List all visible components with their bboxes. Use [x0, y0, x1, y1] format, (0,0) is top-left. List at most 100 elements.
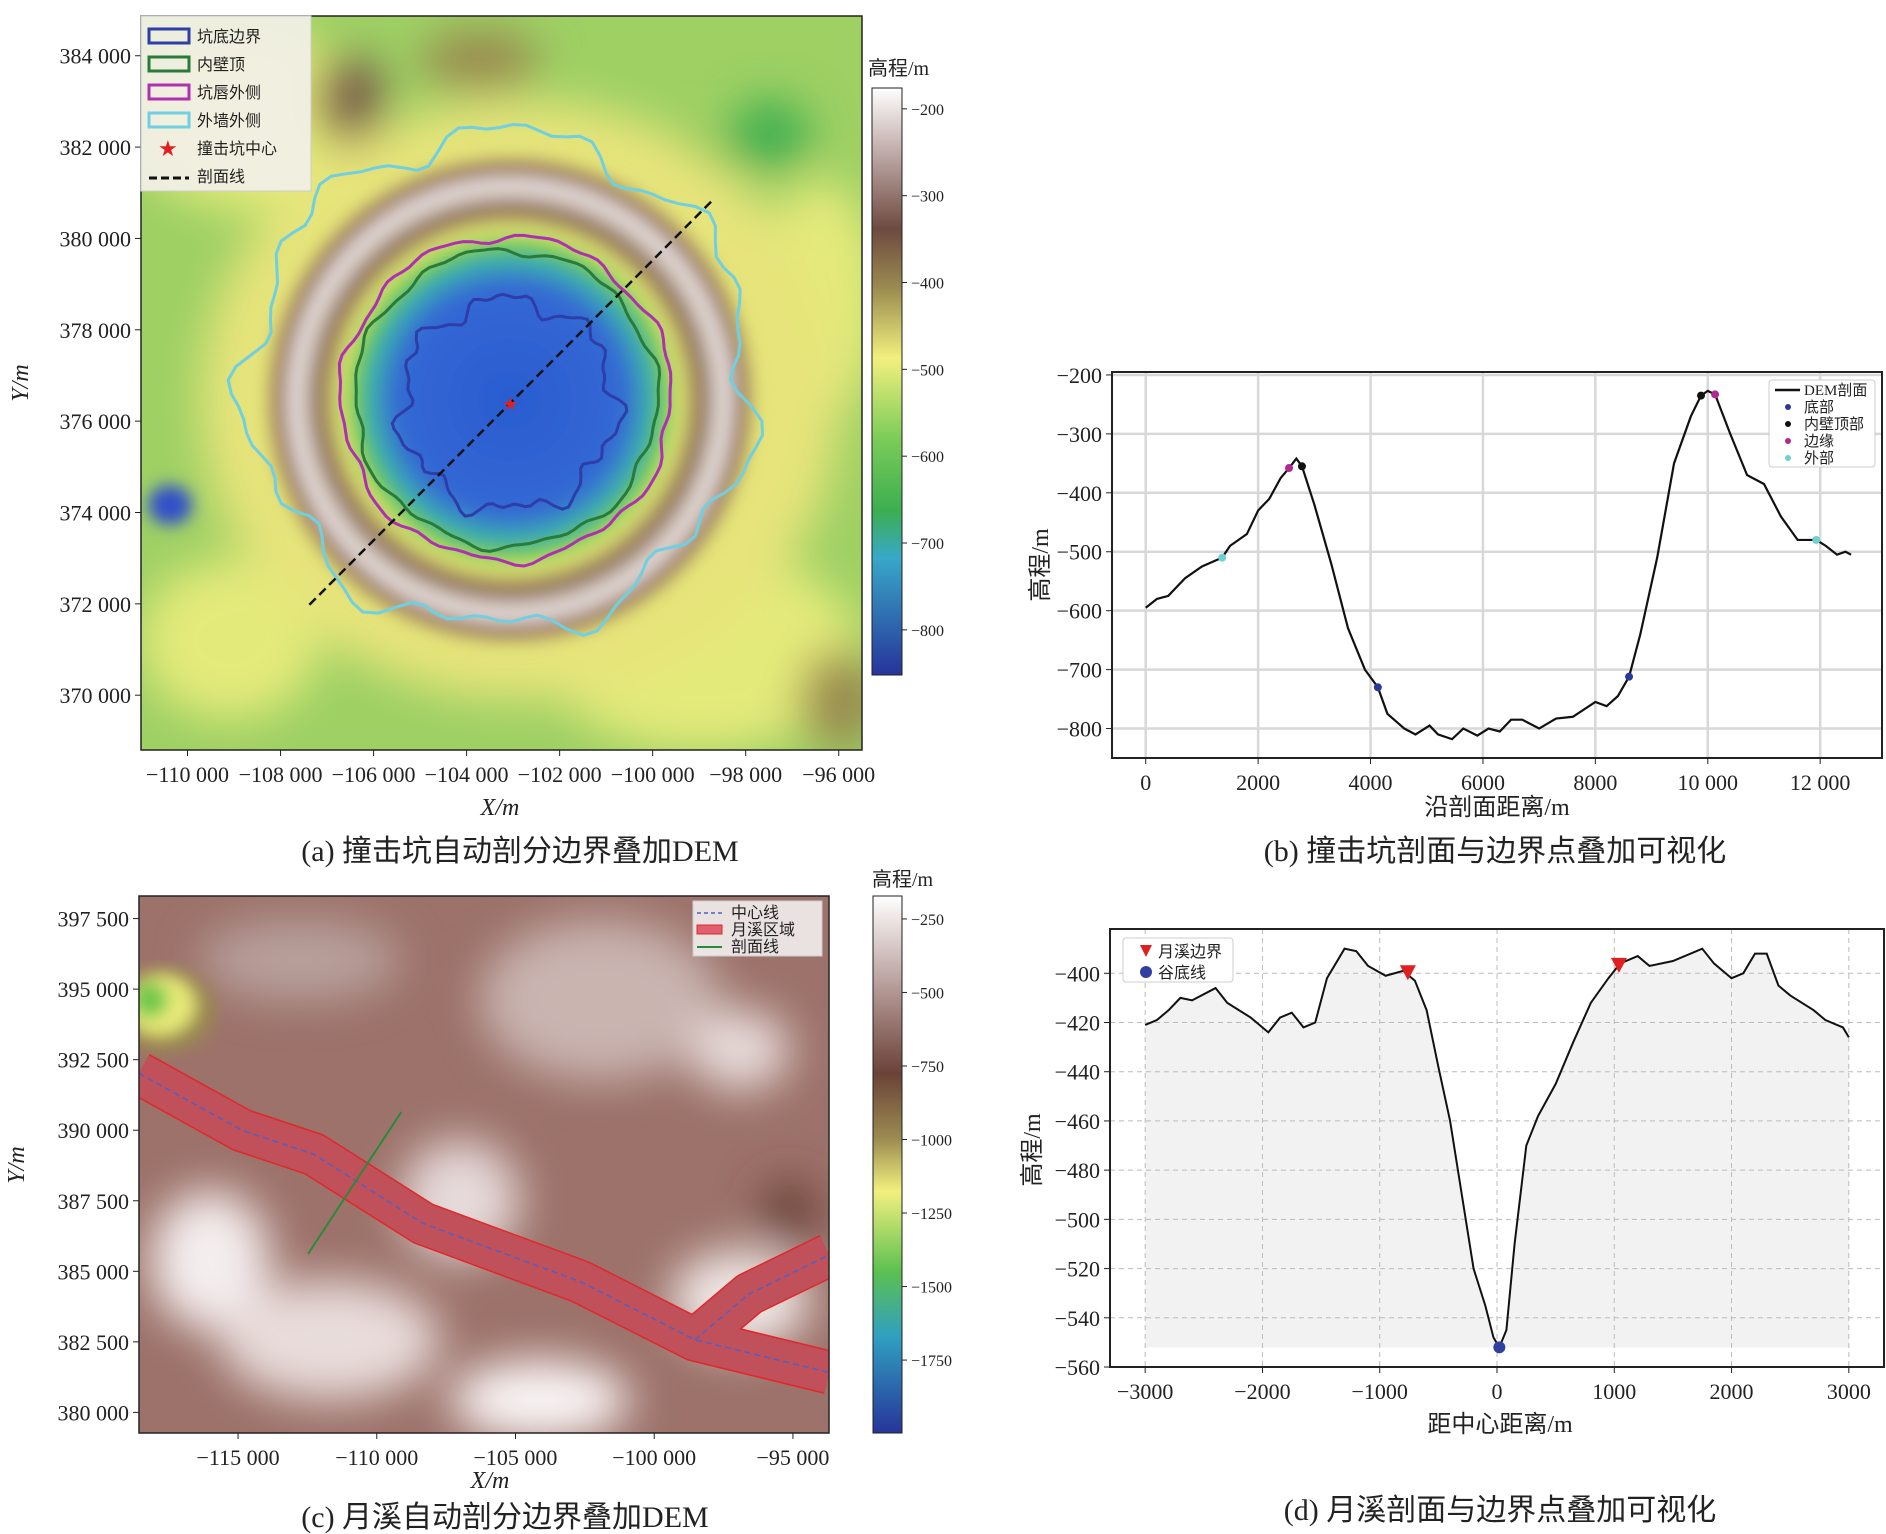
y-tick-label: −440: [1055, 1060, 1100, 1085]
inner-wall-crest-boundary: [354, 247, 662, 553]
rille-profile-line: [1144, 947, 1850, 1350]
legend-label: 剖面线: [197, 168, 245, 186]
crater-center-star-icon: ★: [502, 394, 518, 414]
legend-label: 撞击坑中心: [197, 140, 277, 158]
legend-c: 中心线 月溪区域 剖面线: [692, 900, 823, 957]
dem-profile-line: [1145, 389, 1852, 741]
y-tick-label: −540: [1055, 1306, 1100, 1331]
x-tick-label: −105 000: [474, 1445, 558, 1470]
legend-label: 边缘: [1804, 433, 1834, 450]
legend-label: 月溪区域: [731, 921, 795, 939]
x-tick-label: 1000: [1592, 1379, 1636, 1404]
plot-border-b: [1111, 371, 1883, 759]
caption-a: (a) 撞击坑自动剖分边界叠加DEM: [301, 835, 738, 868]
y-tick-label: 374 000: [60, 500, 132, 525]
colorbar-c: [872, 895, 903, 1434]
legend-a: ★ 坑底边界 内壁顶 坑唇外侧 外墙外侧 撞击坑中心 剖面线: [140, 15, 312, 192]
rille-profile-chart: −3000 −2000 −1000 0 1000 2000 3000 −400 −420 −440…: [1019, 928, 1885, 1527]
y-tick-label: −400: [1057, 481, 1102, 506]
profile-line: [308, 200, 713, 606]
legend-d: 月溪边界 谷底线: [1122, 937, 1234, 983]
x-tick-label: −96 000: [802, 762, 875, 787]
x-tick-label: 0: [1140, 770, 1151, 795]
y-tick-label: −600: [1057, 599, 1102, 624]
y-tick-label: 382 000: [60, 135, 132, 160]
x-tick-label: −1000: [1352, 1379, 1408, 1404]
x-tick-label: −98 000: [709, 762, 782, 787]
x-tick-label: −104 000: [425, 762, 509, 787]
colorbar-tick-label: −1500: [911, 1280, 952, 1297]
x-tick-label: −3000: [1117, 1379, 1173, 1404]
y-tick-label: −520: [1055, 1257, 1100, 1282]
x-tick-label: −2000: [1234, 1379, 1290, 1404]
x-tick-label: 3000: [1827, 1379, 1871, 1404]
legend-label: 月溪边界: [1158, 943, 1222, 961]
legend-label: 内壁顶: [197, 55, 245, 74]
colorbar-tick-label: −400: [911, 276, 944, 293]
y-tick-label: −480: [1055, 1158, 1100, 1183]
caption-b: (b) 撞击坑剖面与边界点叠加可视化: [1264, 835, 1726, 868]
rille-boundary-marker: [1399, 965, 1416, 981]
colorbar-tick-label: −300: [911, 189, 944, 206]
y-tick-label: 382 500: [58, 1330, 130, 1355]
legend-label: 坑底边界: [197, 28, 261, 46]
boundary-point: [1218, 553, 1227, 562]
x-tick-label: 6000: [1461, 770, 1505, 795]
x-tick-label: 12 000: [1790, 770, 1851, 795]
y-tick-label: −800: [1057, 717, 1102, 742]
plot-frame-a: [140, 15, 863, 751]
colorbar-tick-label: −200: [911, 102, 944, 119]
x-tick-label: −108 000: [239, 762, 323, 787]
colorbar-tick-label: −1000: [911, 1133, 952, 1150]
legend-swatch-rim: [147, 83, 191, 101]
x-tick-label: −100 000: [611, 762, 695, 787]
boundary-point: [1297, 462, 1306, 471]
boundary-point: [1373, 683, 1382, 692]
y-tick-label: −420: [1055, 1011, 1100, 1036]
y-tick-label: 380 000: [58, 1400, 130, 1425]
y-tick-label: 384 000: [60, 44, 132, 69]
y-tick-label: −300: [1057, 422, 1102, 447]
legend-label: 底部: [1804, 399, 1834, 416]
valley-floor-marker: [1493, 1341, 1506, 1354]
plot-border-d: [1109, 928, 1885, 1368]
y-tick-label: 376 000: [60, 409, 132, 434]
legend-swatch-inner-wall: [147, 55, 191, 73]
colorbar-tick-label: −750: [911, 1059, 944, 1076]
y-tick-label: 387 500: [58, 1189, 130, 1214]
y-tick-label: −400: [1055, 961, 1100, 986]
x-tick-label: 8000: [1573, 770, 1617, 795]
x-tick-label: −102 000: [518, 762, 602, 787]
y-tick-label: −460: [1055, 1109, 1100, 1134]
boundary-point: [1625, 672, 1634, 681]
caption-d: (d) 月溪剖面与边界点叠加可视化: [1284, 1494, 1716, 1527]
colorbar-tick-label: −1250: [911, 1206, 952, 1223]
crater-profile-chart: 0 2000 4000 6000 8000 10 000 12 000 −200 −300 −40…: [1027, 363, 1883, 868]
x-axis-label-c: X/m: [470, 1468, 510, 1494]
profile-fill-area: [1145, 948, 1849, 1348]
crater-dem-map: ★ −110 000 −108 000 −106 000 −104 000 −102 0…: [8, 15, 944, 868]
y-tick-label: −500: [1055, 1207, 1100, 1232]
legend-label: 剖面线: [731, 938, 779, 956]
colorbar-tick-label: −700: [911, 536, 944, 553]
outer-wall-boundary: [226, 122, 765, 637]
plot-frame-c: [138, 895, 830, 1434]
colorbar-tick-label: −800: [911, 623, 944, 640]
colorbar-title-a: 高程/m: [868, 57, 930, 80]
boundary-point: [1812, 535, 1821, 544]
y-tick-label: 395 000: [58, 977, 130, 1002]
colorbar-tick-label: −250: [911, 912, 944, 929]
y-tick-label: 370 000: [60, 683, 132, 708]
y-axis-label-c: Y/m: [4, 1146, 30, 1183]
x-tick-label: 0: [1492, 1379, 1503, 1404]
legend-label: 外墙外侧: [197, 112, 261, 130]
colorbar-a: [871, 87, 903, 676]
legend-label: 内壁顶部: [1804, 416, 1864, 433]
y-tick-label: −700: [1057, 658, 1102, 683]
x-tick-label: −110 000: [335, 1445, 418, 1470]
rille-centerline: [694, 1254, 829, 1341]
rim-outer-boundary: [337, 233, 673, 568]
y-tick-label: 378 000: [60, 318, 132, 343]
y-tick-label: −200: [1057, 363, 1102, 388]
